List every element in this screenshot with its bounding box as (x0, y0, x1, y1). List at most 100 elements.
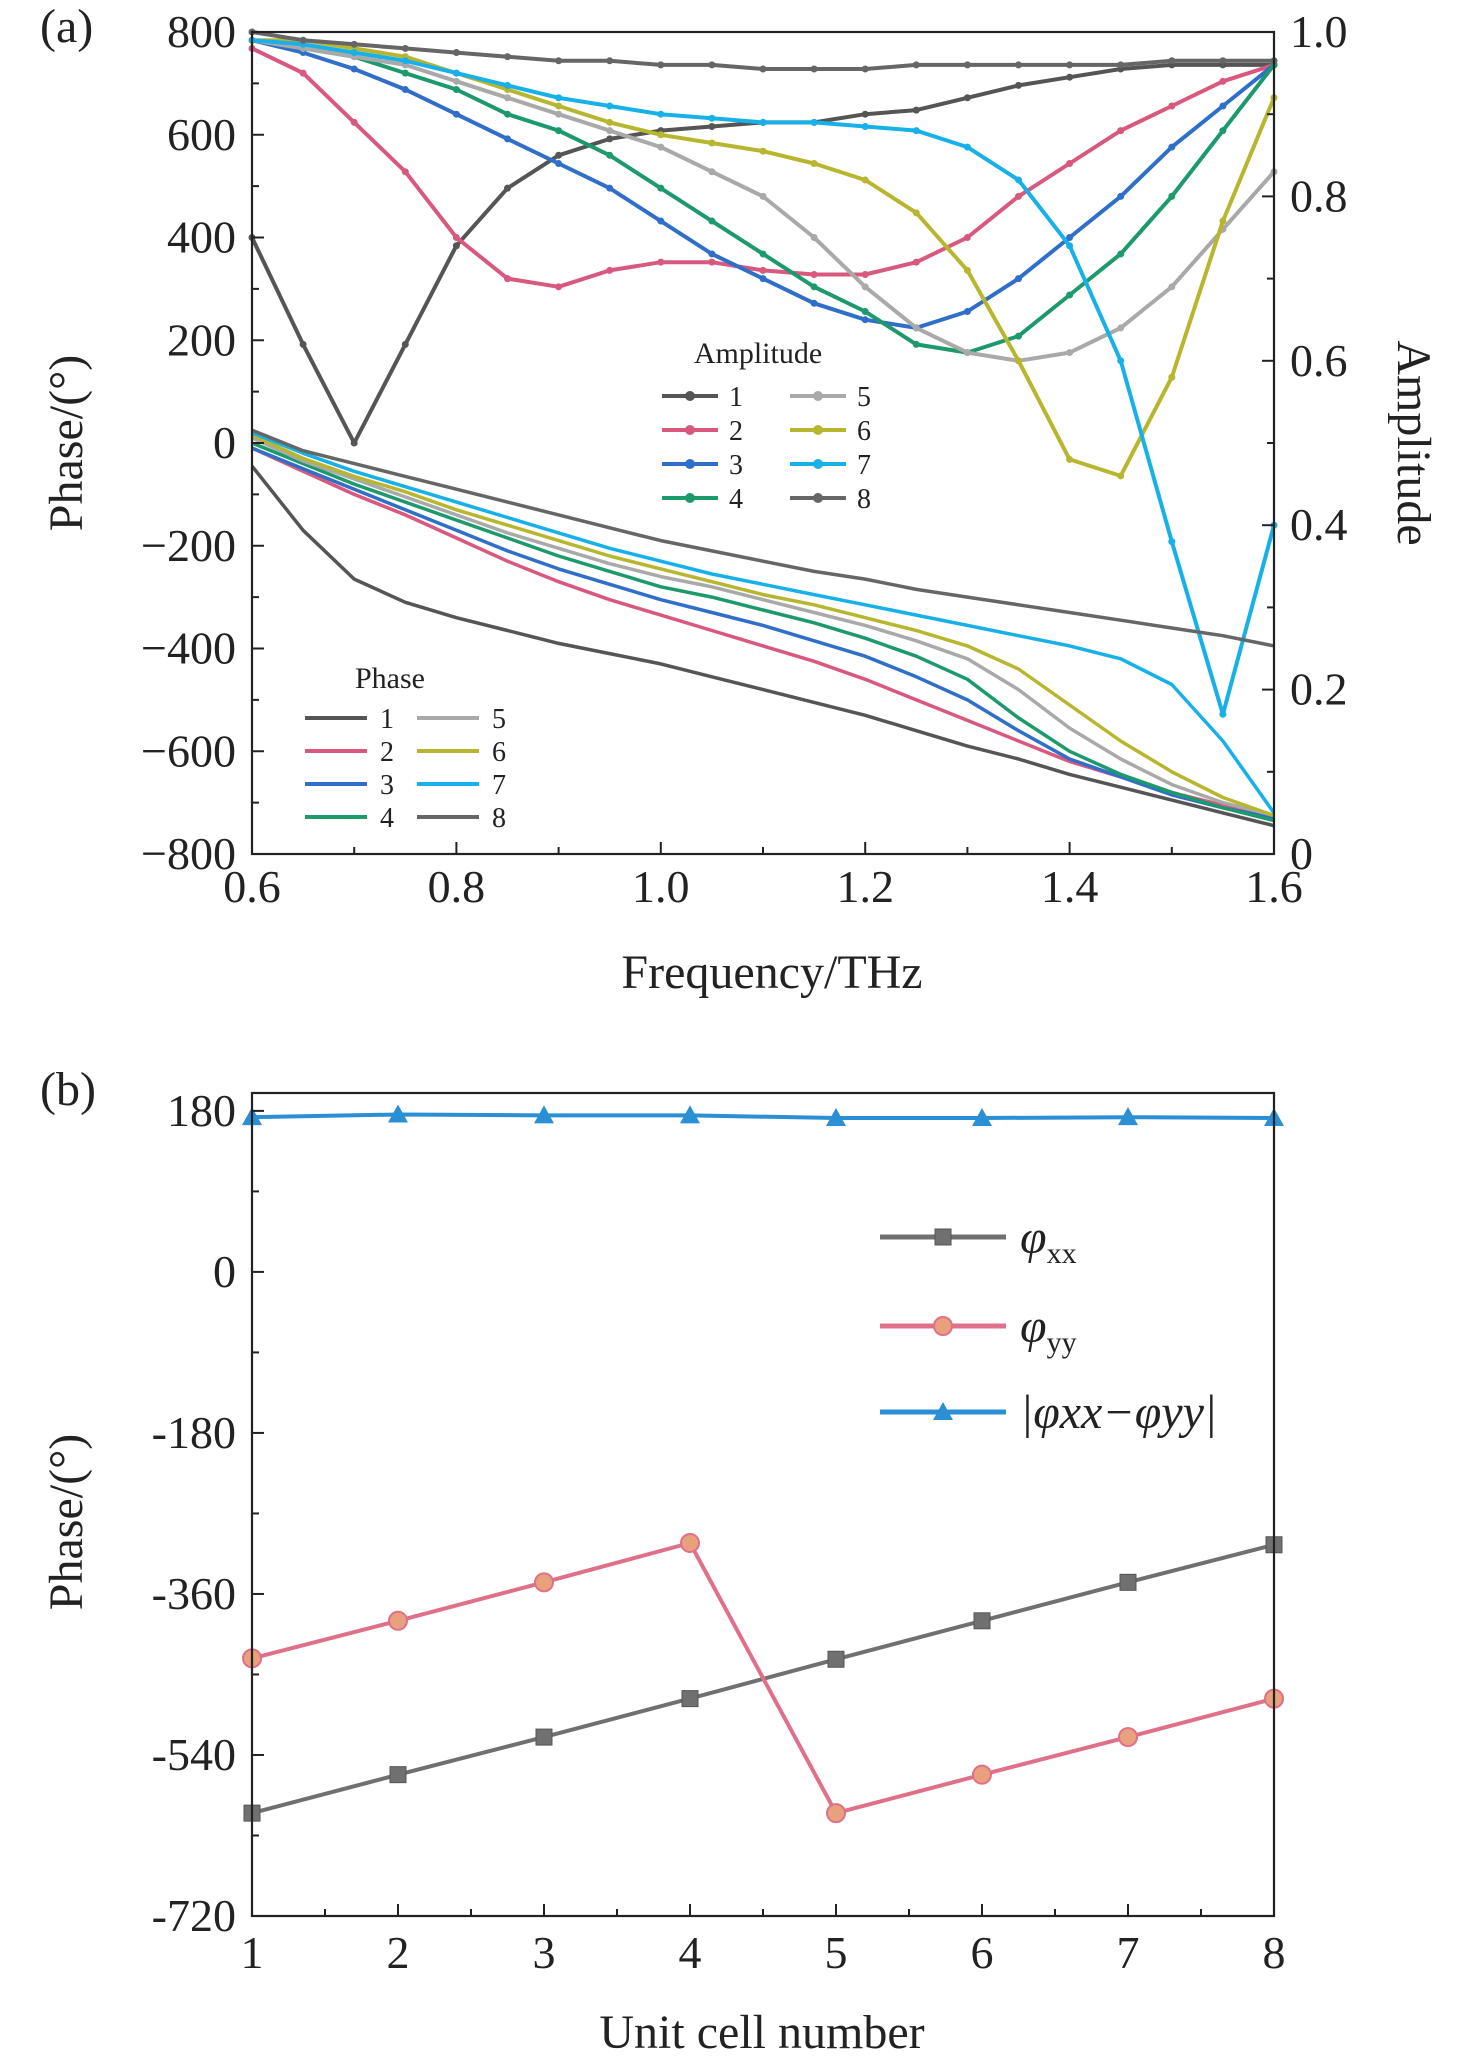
amplitude-point-7 (708, 114, 716, 122)
amplitude-point-6 (606, 118, 614, 126)
amplitude-point-2 (401, 168, 409, 176)
amplitude-curves (248, 28, 1278, 718)
legend-phase-label: 2 (380, 737, 394, 768)
legend-phase-label: 5 (492, 704, 506, 735)
phase-line-6 (251, 433, 1275, 818)
series-point-2 (972, 1108, 992, 1127)
amplitude-point-8 (452, 49, 460, 57)
legend-amplitude-marker (813, 425, 823, 435)
series-point-2 (388, 1104, 408, 1123)
amplitude-point-8 (606, 57, 614, 65)
amplitude-point-6 (1219, 217, 1227, 225)
legend-amplitude-marker (813, 391, 823, 401)
amplitude-line-3 (251, 38, 1276, 330)
amplitude-point-8 (912, 61, 920, 69)
amplitude-point-2 (1066, 160, 1074, 168)
amplitude-point-2 (1168, 102, 1176, 110)
amplitude-point-3 (657, 217, 665, 225)
amplitude-point-6 (1168, 373, 1176, 381)
amplitude-point-5 (810, 234, 818, 241)
axis-ticks-a: 0.6 0.8 1.0 1.2 1.4 1.6 800 600 400 200 0 −200 −400 −… (141, 6, 1347, 912)
series-point-0 (535, 1728, 553, 1746)
amplitude-point-8 (657, 61, 665, 69)
x-axis-label-a: Frequency/THz (621, 946, 922, 999)
amplitude-point-1 (1066, 73, 1074, 81)
amplitude-point-2 (1015, 192, 1022, 200)
amplitude-point-2 (1117, 127, 1125, 135)
amplitude-line-7 (251, 38, 1276, 717)
y-tick-label-a: 600 (167, 109, 236, 160)
amplitude-point-3 (759, 275, 767, 283)
amplitude-point-8 (708, 61, 716, 69)
phase-line-1 (250, 465, 1275, 828)
amplitude-point-2 (963, 234, 971, 241)
panel-a-label: (a) (40, 0, 93, 53)
y-tick-label-a: −800 (141, 828, 236, 879)
amplitude-point-5 (606, 127, 614, 135)
panel-b: (b) 1 2 3 4 5 6 7 8 180 0 -180 -360 -540 -720 Unit ce… (40, 1063, 1286, 2059)
amplitude-point-7 (555, 94, 563, 102)
legend-phase-label: 6 (492, 737, 506, 768)
legend-b-label-2: |φxx−φyy| (1020, 1386, 1217, 1439)
legend-amplitude-marker (685, 425, 695, 435)
series-point-2 (680, 1105, 700, 1124)
y-right-tick-label-a: 0.4 (1290, 499, 1348, 550)
amplitude-point-8 (555, 57, 563, 65)
amplitude-point-5 (1117, 324, 1125, 332)
series-point-2 (1118, 1107, 1138, 1126)
amplitude-point-4 (1219, 127, 1227, 135)
y-tick-label-b: -360 (152, 1568, 236, 1619)
y-tick-label-a: 800 (167, 6, 236, 57)
y-axis-label-a: Phase/(°) (40, 355, 93, 531)
amplitude-point-7 (350, 49, 358, 57)
amplitude-point-8 (1015, 61, 1022, 69)
series-line-1 (251, 1541, 1275, 1816)
amplitude-point-4 (708, 217, 716, 225)
y-tick-label-a: 200 (167, 314, 236, 365)
amplitude-point-2 (555, 283, 563, 291)
amplitude-point-7 (1117, 357, 1125, 365)
amplitude-point-3 (1015, 275, 1022, 283)
amplitude-point-8 (401, 44, 409, 52)
amplitude-point-2 (606, 266, 614, 274)
amplitude-point-6 (1117, 472, 1125, 480)
amplitude-point-3 (810, 299, 818, 307)
amplitude-point-1 (504, 184, 511, 192)
amplitude-point-1 (912, 106, 920, 114)
legend-amplitude-marker (685, 459, 695, 469)
amplitude-point-1 (452, 242, 460, 250)
series-point-1 (680, 1532, 700, 1553)
phase-line-4 (251, 441, 1275, 823)
y-tick-label-b: -180 (152, 1407, 236, 1458)
amplitude-point-6 (810, 160, 818, 168)
amplitude-point-5 (452, 77, 460, 85)
y-tick-label-a: −400 (141, 623, 236, 674)
legend-amplitude-label: 7 (857, 450, 871, 481)
amplitude-point-5 (708, 168, 716, 176)
amplitude-point-2 (912, 258, 920, 266)
amplitude-point-6 (555, 102, 563, 110)
amplitude-point-6 (861, 176, 869, 184)
y-tick-label-a: −600 (141, 725, 236, 776)
amplitude-point-1 (555, 151, 563, 159)
amplitude-point-2 (1219, 77, 1227, 85)
amplitude-point-7 (606, 102, 614, 110)
amplitude-point-8 (1168, 57, 1176, 65)
amplitude-point-3 (963, 307, 971, 315)
y-tick-label-b: -720 (152, 1890, 236, 1941)
amplitude-point-3 (606, 184, 614, 192)
y-right-tick-label-a: 0.2 (1290, 664, 1348, 715)
legend-amplitude-marker (685, 391, 695, 401)
series-point-2 (826, 1108, 846, 1127)
amplitude-point-8 (504, 53, 511, 61)
amplitude-point-3 (708, 250, 716, 258)
amplitude-point-2 (708, 258, 716, 266)
series-point-1 (1118, 1727, 1138, 1748)
amplitude-point-1 (1015, 81, 1022, 89)
amplitude-point-2 (504, 275, 511, 283)
x-tick-label-b: 3 (533, 1927, 556, 1978)
amplitude-point-4 (759, 250, 767, 258)
amplitude-point-7 (1219, 710, 1227, 718)
panel-a: (a) 0.6 0.8 1.0 1.2 1.4 1.6 800 600 400 200 0 −200 −… (40, 0, 1440, 999)
